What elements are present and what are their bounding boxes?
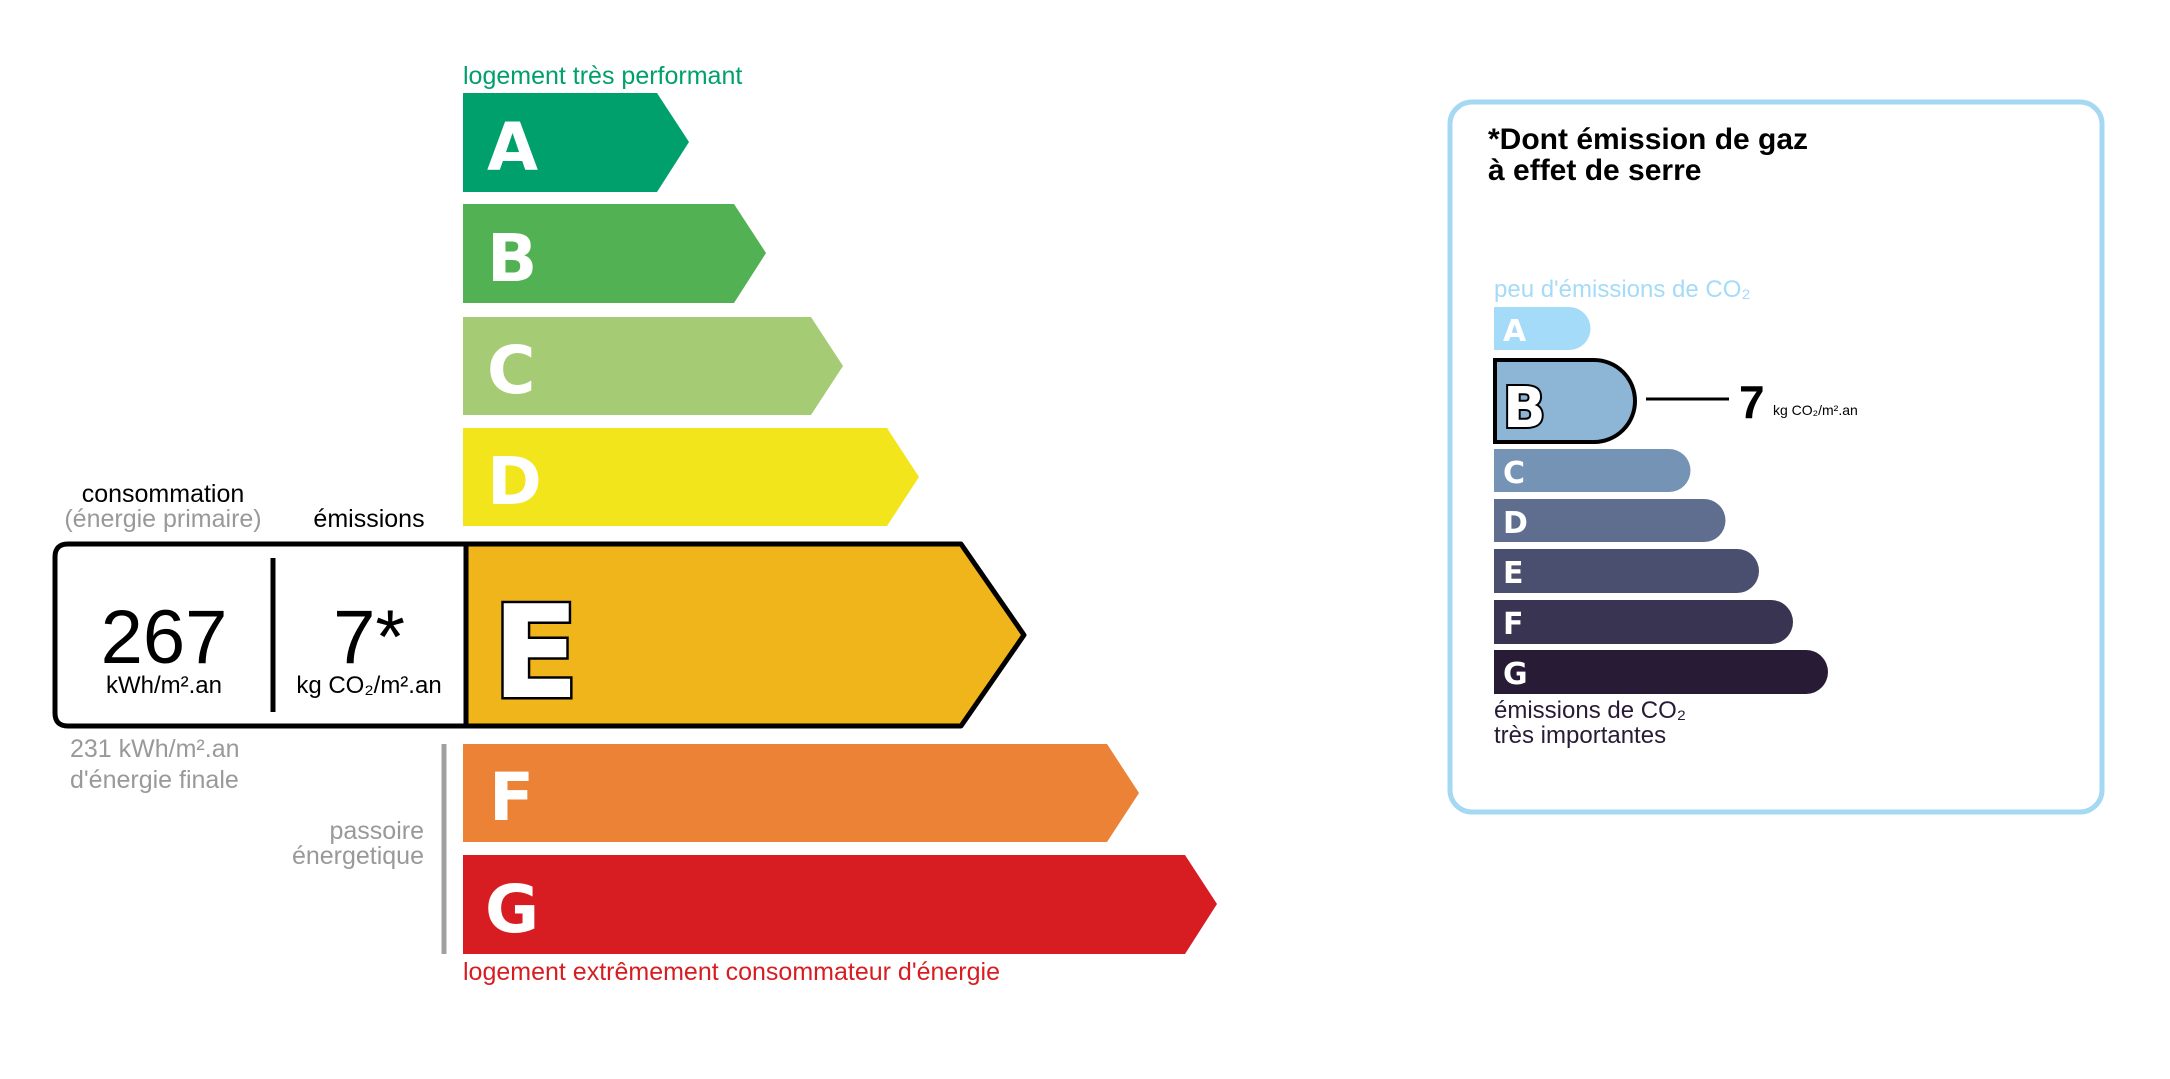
- ghg-letter-c: C: [1503, 456, 1525, 491]
- ghg-letter-a: A: [1503, 314, 1527, 349]
- ghg-letter-f: F: [1503, 607, 1524, 642]
- energy-letter-g: G: [485, 871, 539, 948]
- ghg-title-line2: à effet de serre: [1488, 154, 1701, 187]
- ghg-class-d: D: [1494, 499, 1726, 542]
- energy-top-label: logement très performant: [463, 62, 742, 90]
- passoire-label-line2: énergetique: [292, 842, 424, 870]
- ghg-class-a: A: [1494, 307, 1591, 350]
- ghg-value: 7: [1739, 376, 1765, 428]
- energy-bottom-label: logement extrêmement consommateur d'éner…: [463, 958, 1000, 986]
- energy-class-c: C: [463, 317, 843, 415]
- passoire-label-line1: passoire: [330, 817, 425, 845]
- energy-class-a: A: [463, 93, 689, 192]
- energy-letter-e: E: [492, 579, 579, 728]
- energy-letter-c: C: [487, 332, 535, 409]
- energy-class-b: B: [463, 204, 766, 303]
- ghg-letter-b: B: [1503, 376, 1546, 441]
- ghg-class-b-current: B: [1493, 358, 1637, 444]
- energy-letter-b: B: [487, 220, 537, 297]
- emissions-unit: kg CO₂/m².an: [296, 672, 441, 699]
- ghg-letter-d: D: [1503, 506, 1528, 541]
- energy-letter-a: A: [487, 109, 538, 186]
- ghg-letter-g: G: [1503, 657, 1528, 692]
- energy-class-g: G: [463, 855, 1217, 954]
- ghg-title-line1: *Dont émission de gaz: [1488, 123, 1808, 156]
- consumption-unit: kWh/m².an: [106, 672, 222, 699]
- consumption-sublabel: (énergie primaire): [64, 505, 261, 533]
- consumption-label: consommation: [82, 480, 245, 508]
- ghg-class-f: F: [1494, 600, 1793, 644]
- ghg-class-g: G: [1494, 650, 1828, 694]
- final-energy-value: 231 kWh/m².an: [70, 735, 240, 763]
- ghg-bottom-label-line1: émissions de CO₂: [1494, 697, 1686, 724]
- emissions-value: 7*: [333, 595, 405, 680]
- ghg-unit: kg CO₂/m².an: [1773, 402, 1858, 418]
- energy-class-f: F: [463, 744, 1139, 842]
- ghg-letter-e: E: [1503, 556, 1524, 591]
- ghg-class-e: E: [1494, 549, 1759, 593]
- energy-current-class-box: E: [52, 541, 1027, 731]
- ghg-class-c: C: [1494, 449, 1691, 492]
- final-energy-label: d'énergie finale: [70, 766, 239, 794]
- consumption-value: 267: [101, 595, 228, 680]
- energy-class-d: D: [463, 428, 919, 526]
- energy-letter-f: F: [489, 759, 534, 836]
- emissions-label: émissions: [313, 505, 424, 533]
- energy-letter-d: D: [487, 443, 542, 520]
- ghg-top-label: peu d'émissions de CO₂: [1494, 276, 1751, 303]
- ghg-bottom-label-line2: très importantes: [1494, 722, 1666, 749]
